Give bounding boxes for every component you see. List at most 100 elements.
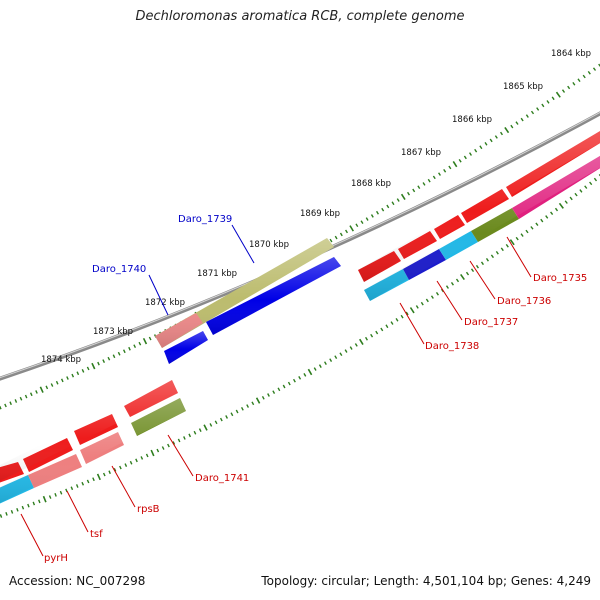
tick-mark	[177, 438, 181, 443]
tick-mark	[119, 465, 122, 470]
tick-mark	[440, 288, 444, 293]
tick-mark	[214, 420, 218, 425]
gene-label-Daro_1735[interactable]: Daro_1735	[533, 273, 587, 284]
tick-mark	[307, 368, 313, 376]
tick-mark	[551, 96, 555, 101]
tick-mark	[334, 355, 338, 359]
tick-mark	[550, 211, 554, 216]
tick-mark	[422, 182, 426, 186]
tick-mark	[405, 311, 409, 316]
gene-Daro_1739[interactable]	[155, 238, 334, 348]
tick-label: 1871 kbp	[197, 269, 237, 279]
tick-tracks	[0, 63, 600, 518]
tick-label: 1869 kbp	[300, 209, 340, 219]
tick-mark	[520, 233, 524, 237]
leader-tsf	[66, 490, 89, 533]
tick-mark	[148, 336, 152, 341]
tick-mark	[589, 181, 593, 186]
tick-mark	[96, 473, 101, 481]
page-title: Dechloromonas aromatica RCB, complete ge…	[135, 9, 465, 24]
tick-label: 1873 kbp	[93, 327, 133, 337]
gene-label-Daro_1741[interactable]: Daro_1741	[195, 473, 249, 484]
tick-mark	[292, 378, 296, 383]
tick-mark	[455, 278, 460, 283]
tick-mark	[261, 395, 265, 400]
tick-mark	[485, 258, 489, 262]
gene-label-pyrH[interactable]: pyrH	[44, 553, 68, 564]
tick-mark	[400, 314, 404, 319]
tick-mark	[107, 356, 111, 361]
tick-mark	[230, 412, 234, 417]
tick-mark	[92, 477, 95, 482]
tick-mark	[81, 481, 85, 486]
row-shading	[364, 155, 600, 301]
gene-label-rpsB[interactable]: rpsB	[137, 504, 160, 515]
tick-mark	[370, 333, 374, 338]
gene-label-Daro_1739[interactable]: Daro_1739	[178, 214, 232, 225]
tick-mark	[479, 145, 483, 150]
tick-mark	[0, 514, 3, 518]
tick-mark	[510, 124, 514, 129]
tick-mark	[287, 381, 291, 386]
tick-mark	[54, 493, 57, 497]
gene-row-upper-right[interactable]	[358, 125, 600, 282]
tick-mark	[133, 344, 137, 349]
tick-mark	[574, 192, 578, 197]
tick-mark	[579, 189, 583, 193]
tick-mark	[35, 390, 38, 394]
gene-label-Daro_1738[interactable]: Daro_1738	[425, 341, 479, 352]
tick-mark	[113, 468, 117, 472]
tick-mark	[452, 160, 458, 168]
tick-mark	[339, 232, 343, 237]
tick-mark	[554, 207, 559, 212]
tick-mark	[349, 346, 353, 350]
gene-label-Daro_1736[interactable]: Daro_1736	[497, 296, 551, 307]
gene-labels: Daro_1739 Daro_1740 Daro_1735 Daro_1736 …	[44, 214, 587, 564]
gene-row-upper-left[interactable]	[0, 380, 178, 486]
tick-mark	[500, 131, 503, 136]
leader-Daro_1740	[148, 274, 169, 316]
tick-mark	[349, 225, 354, 232]
tick-mark	[19, 396, 23, 401]
tick-mark	[16, 507, 19, 512]
tick-mark	[385, 324, 389, 329]
accession-label: Accession: NC_007298	[9, 574, 146, 588]
tick-mark	[167, 443, 170, 448]
tick-mark	[495, 251, 499, 255]
tick-mark	[138, 341, 142, 346]
row-shading	[0, 398, 186, 504]
tick-mark	[569, 196, 573, 201]
tick-mark	[391, 201, 395, 206]
tick-mark	[329, 358, 333, 362]
gene-label-Daro_1740[interactable]: Daro_1740	[92, 264, 146, 275]
tick-mark	[323, 361, 327, 365]
tick-mark	[71, 373, 75, 378]
tick-mark	[448, 165, 452, 170]
gene-Daro_1740[interactable]	[164, 257, 341, 364]
tick-label: 1865 kbp	[503, 82, 543, 92]
tick-mark	[42, 495, 47, 503]
tick-mark	[593, 177, 598, 182]
tick-mark	[298, 376, 302, 380]
tick-mark	[29, 392, 33, 397]
gene-label-Daro_1737[interactable]: Daro_1737	[464, 317, 518, 328]
tick-mark	[489, 138, 493, 143]
genome-backbone	[0, 111, 600, 379]
tick-mark	[450, 282, 454, 286]
tick-mark	[412, 188, 416, 193]
gene-label-tsf[interactable]: tsf	[90, 529, 103, 540]
tick-mark	[38, 499, 41, 504]
tick-mark	[140, 456, 144, 460]
tick-mark	[525, 114, 529, 118]
tick-mark	[407, 191, 410, 196]
tick-mark	[240, 406, 244, 411]
tick-mark	[577, 78, 581, 83]
tick-mark	[161, 446, 165, 450]
tick-mark	[500, 247, 504, 252]
tick-mark	[329, 238, 333, 243]
tick-mark	[142, 337, 148, 345]
tick-mark	[334, 235, 338, 240]
tick-mark	[9, 401, 12, 406]
label-leaders	[20, 224, 532, 557]
tick-mark	[417, 185, 421, 189]
